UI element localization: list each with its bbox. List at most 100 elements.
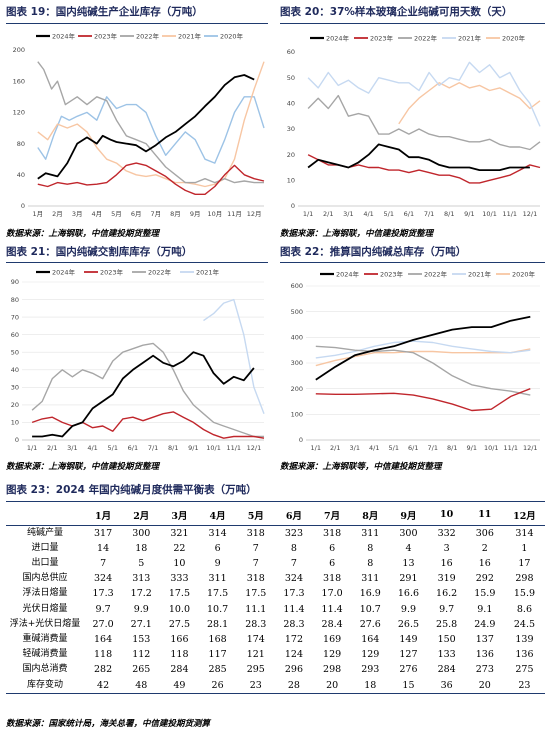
table-cell: 9.7 <box>95 603 111 615</box>
y-tick-label: 30 <box>11 384 19 392</box>
legend-label: 2023年 <box>380 269 404 278</box>
x-tick-label: 2/1 <box>330 444 340 452</box>
row-label: 国内总消费 <box>22 664 68 675</box>
figure-23-title: 图表 23：2024 年国内纯碱月度供需平衡表（万吨） <box>6 484 257 496</box>
table-cell: 10 <box>173 557 186 569</box>
table-cell: 10.0 <box>168 603 190 615</box>
figure-21-title: 图表 21：国内纯碱交割库库存（万吨） <box>6 246 193 258</box>
table-cell: 18 <box>135 542 148 554</box>
x-tick-label: 1月 <box>33 210 44 218</box>
y-tick-label: 50 <box>11 348 19 356</box>
table-cell: 17.5 <box>207 588 229 600</box>
table-cell: 149 <box>399 633 418 645</box>
column-header: 8月 <box>351 505 390 526</box>
table-cell: 129 <box>361 649 380 661</box>
table-cell: 17 <box>518 557 531 569</box>
x-tick-label: 8/1 <box>168 444 178 452</box>
legend-label: 2024年 <box>52 31 76 40</box>
table-cell: 292 <box>475 573 494 585</box>
x-tick-label: 10月 <box>207 210 222 218</box>
row-label: 轻碱消费量 <box>22 649 68 660</box>
table-cell: 300 <box>399 527 418 539</box>
x-tick-label: 5月 <box>111 210 122 218</box>
table-cell: 273 <box>475 664 494 676</box>
table-cell: 1 <box>521 542 528 554</box>
table-cell: 36 <box>427 677 466 694</box>
row-label: 重碱消费量 <box>22 633 68 644</box>
x-tick-label: 4月 <box>92 210 103 218</box>
table-cell: 129 <box>323 649 342 661</box>
table-cell: 314 <box>515 527 534 539</box>
column-header: 4月 <box>198 505 237 526</box>
row-label: 库存变动 <box>6 677 84 694</box>
table-cell: 136 <box>475 649 494 661</box>
legend-label: 2023年 <box>94 31 118 40</box>
y-tick-label: 10 <box>287 177 295 185</box>
row-label: 光伏日熔量 <box>22 603 68 614</box>
table-cell: 7 <box>100 557 107 569</box>
legend-label: 2024年 <box>336 269 360 278</box>
figure-22-rule <box>280 262 545 263</box>
figure-22-title: 图表 22：推算国内纯碱总库存（万吨） <box>280 246 467 258</box>
y-tick-label: 80 <box>17 140 25 148</box>
figure-19-chart: 0 40 80 120 160 200 1月 2月 3月 4月 5月 6月 7月 8月 9月 10月 11月 12… <box>13 31 265 218</box>
table-cell: 298 <box>323 664 342 676</box>
table-cell: 26 <box>198 677 237 694</box>
legend-label: 2024年 <box>52 267 76 276</box>
figure-21-source: 数据来源：上海钢联，中信建投期货整理 <box>6 462 160 472</box>
table-row: 浮法日熔量 17.3 17.2 17.5 17.5 17.5 17.3 17.0 16.9 16.… <box>6 586 545 601</box>
table-cell: 112 <box>132 649 151 661</box>
table-cell: 127 <box>399 649 418 661</box>
table-cell: 24.9 <box>474 618 496 630</box>
table-cell: 49 <box>160 677 199 694</box>
table-cell: 314 <box>208 527 227 539</box>
y-tick-label: 70 <box>11 313 19 321</box>
table-cell: 15.9 <box>513 588 536 600</box>
table-cell: 7 <box>252 542 259 554</box>
table-cell: 17.5 <box>245 588 267 600</box>
table-cell: 25.8 <box>436 618 458 630</box>
table-cell: 16 <box>440 557 453 569</box>
table-cell: 28.3 <box>245 618 267 630</box>
table-cell: 17.3 <box>92 588 114 600</box>
column-header: 3月 <box>160 505 199 526</box>
table-row: 库存变动 42 48 49 26 23 28 20 18 15 36 20 23 <box>6 677 545 694</box>
table-cell: 324 <box>94 573 113 585</box>
table-cell: 22 <box>173 542 186 554</box>
x-tick-label: 10/1 <box>482 210 497 218</box>
legend-label: 2020年 <box>502 33 526 42</box>
table-cell: 15.9 <box>474 588 496 600</box>
y-tick-label: 40 <box>11 366 19 374</box>
table-cell: 14 <box>97 542 110 554</box>
table-cell: 23 <box>236 677 275 694</box>
table-cell: 10.7 <box>359 603 381 615</box>
table-cell: 7 <box>252 557 259 569</box>
x-tick-label: 3/1 <box>67 444 77 452</box>
table-cell: 136 <box>515 649 534 661</box>
series-line-2022年 <box>315 345 531 396</box>
series-line-2022年 <box>37 61 264 184</box>
legend-label: 2023年 <box>370 33 394 42</box>
row-label: 纯碱产量 <box>26 527 63 538</box>
table-cell: 298 <box>515 573 534 585</box>
table-cell: 6 <box>214 542 221 554</box>
table-cell: 28.1 <box>207 618 229 630</box>
figure-19-source: 数据来源：上海钢联，中信建投期货整理 <box>6 229 160 239</box>
table-cell: 9.7 <box>439 603 455 615</box>
table-row: 纯碱产量 317 300 321 314 318 323 318 311 300 332 306 314 <box>6 525 545 541</box>
table-cell: 17.2 <box>130 588 152 600</box>
table-cell: 9 <box>214 557 221 569</box>
x-tick-label: 7/1 <box>424 210 434 218</box>
table-cell: 174 <box>246 633 265 645</box>
x-tick-label: 12月 <box>247 210 262 218</box>
figure-21-chart: 0 10 20 30 40 50 60 70 80 90 1/1 2/1 3/1 4/1 5/1 6/1 7/1… <box>11 267 265 452</box>
figure-23-rule <box>6 501 545 502</box>
table-cell: 323 <box>284 527 304 539</box>
x-tick-label: 9/1 <box>467 444 477 452</box>
legend-label: 2021年 <box>458 33 482 42</box>
x-tick-label: 2/1 <box>47 444 57 452</box>
table-cell: 333 <box>170 573 189 585</box>
figure-21-rule <box>6 262 268 263</box>
column-header: 10 <box>427 505 466 526</box>
legend-label: 2021年 <box>178 31 202 40</box>
